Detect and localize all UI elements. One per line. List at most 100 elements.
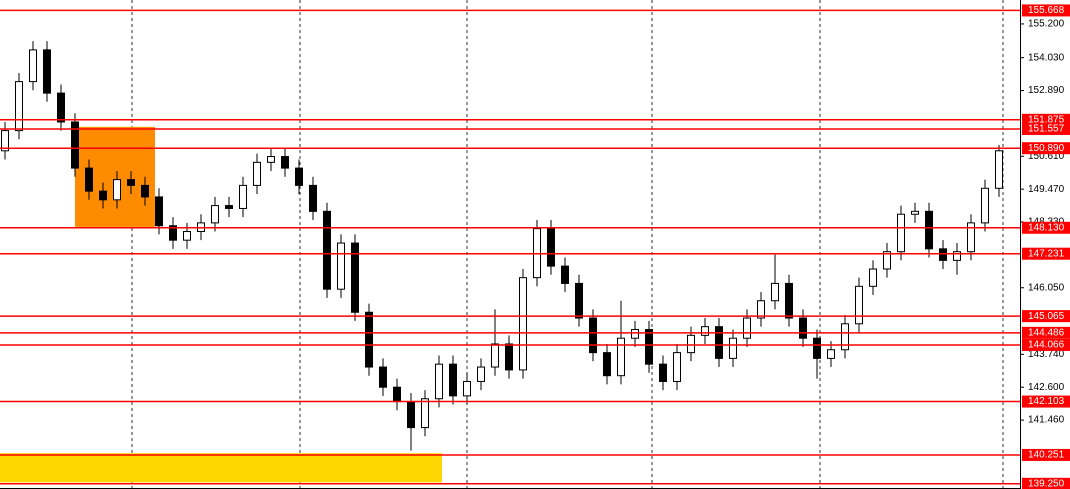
candle-body xyxy=(281,156,289,169)
zone xyxy=(0,453,442,483)
candle-body xyxy=(785,282,793,319)
candle-body xyxy=(407,401,415,429)
level-label-bg xyxy=(1022,142,1070,155)
level-label: 151.875 xyxy=(1028,114,1065,125)
candle-body xyxy=(603,352,611,377)
candle-body xyxy=(15,81,23,132)
candle-body xyxy=(267,156,275,163)
candle-body xyxy=(393,386,401,403)
candle-body xyxy=(519,277,527,371)
level-label-bg xyxy=(1022,326,1070,339)
level-label-bg xyxy=(1022,395,1070,408)
y-tick-label: 146.050 xyxy=(1028,282,1065,293)
y-tick-label: 143.740 xyxy=(1028,349,1065,360)
level-label: 155.668 xyxy=(1028,5,1065,16)
candle-body xyxy=(869,268,877,287)
candle-body xyxy=(295,167,303,186)
candle-body xyxy=(617,337,625,377)
level-label: 140.251 xyxy=(1028,450,1065,461)
candle-body xyxy=(505,343,513,371)
level-label: 139.250 xyxy=(1028,478,1065,489)
candle-body xyxy=(365,311,373,368)
candle-body xyxy=(813,337,821,359)
level-label: 142.103 xyxy=(1028,396,1065,407)
candle-body xyxy=(463,380,471,397)
level-label: 144.066 xyxy=(1028,340,1065,351)
candle-body xyxy=(141,184,149,198)
candle-body xyxy=(883,251,891,270)
level-label: 144.486 xyxy=(1028,327,1065,338)
candle-body xyxy=(939,248,947,261)
candle-body xyxy=(379,366,387,388)
candle-body xyxy=(253,161,261,186)
candle-body xyxy=(323,210,331,290)
candle-body xyxy=(631,329,639,339)
candle-body xyxy=(897,213,905,253)
level-label-bg xyxy=(1022,338,1070,351)
candle-body xyxy=(953,251,961,261)
candle-body xyxy=(239,184,247,209)
candle-body xyxy=(547,228,555,267)
candle-body xyxy=(841,323,849,351)
y-tick-label: 149.470 xyxy=(1028,184,1065,195)
level-label-bg xyxy=(1022,477,1070,489)
y-tick-label: 141.460 xyxy=(1028,415,1065,426)
candle-body xyxy=(127,179,135,186)
candle-body xyxy=(757,300,765,319)
candle-body xyxy=(211,205,219,224)
candle-body xyxy=(71,121,79,169)
candle-body xyxy=(575,282,583,319)
candle-body xyxy=(911,210,919,215)
candle-body xyxy=(701,326,709,336)
candle-body xyxy=(967,222,975,253)
candle-body xyxy=(183,231,191,241)
y-tick-label: 142.600 xyxy=(1028,382,1065,393)
candle-body xyxy=(43,49,51,94)
candle-body xyxy=(715,326,723,359)
level-label-bg xyxy=(1022,448,1070,461)
candle-body xyxy=(561,265,569,284)
candle-body xyxy=(351,242,359,313)
candle-body xyxy=(99,190,107,201)
candle-body xyxy=(855,285,863,325)
candle-body xyxy=(337,242,345,290)
candle-body xyxy=(827,349,835,359)
level-label: 147.231 xyxy=(1028,248,1065,259)
candle-body xyxy=(449,363,457,397)
candle-body xyxy=(491,343,499,368)
candle-body xyxy=(1,130,9,152)
level-label: 148.130 xyxy=(1028,222,1065,233)
candle-body xyxy=(477,366,485,382)
level-label: 150.890 xyxy=(1028,143,1065,154)
candle-body xyxy=(169,225,177,241)
y-tick-label: 152.890 xyxy=(1028,85,1065,96)
candle-body xyxy=(673,352,681,382)
candle-body xyxy=(687,334,695,354)
candle-body xyxy=(645,329,653,365)
level-label-bg xyxy=(1022,247,1070,260)
level-label-bg xyxy=(1022,122,1070,135)
candle-body xyxy=(659,363,667,382)
candle-body xyxy=(113,179,121,201)
candle-body xyxy=(995,150,1003,189)
candle-body xyxy=(729,337,737,359)
candle-body xyxy=(799,317,807,339)
candle-body xyxy=(57,92,65,123)
candle-body xyxy=(771,282,779,302)
candle-body xyxy=(29,49,37,83)
y-tick-label: 154.030 xyxy=(1028,52,1065,63)
level-label-bg xyxy=(1022,4,1070,17)
candle-body xyxy=(155,196,163,227)
candle-body xyxy=(421,398,429,429)
level-label-bg xyxy=(1022,113,1070,126)
candle-body xyxy=(225,205,233,209)
level-label-bg xyxy=(1022,221,1070,234)
level-label: 151.557 xyxy=(1028,124,1065,135)
level-label-bg xyxy=(1022,310,1070,323)
y-tick-label: 155.200 xyxy=(1028,19,1065,30)
candle-body xyxy=(743,317,751,339)
level-label: 145.065 xyxy=(1028,311,1065,322)
candle-body xyxy=(85,167,93,192)
y-tick-label: 150.610 xyxy=(1028,151,1065,162)
